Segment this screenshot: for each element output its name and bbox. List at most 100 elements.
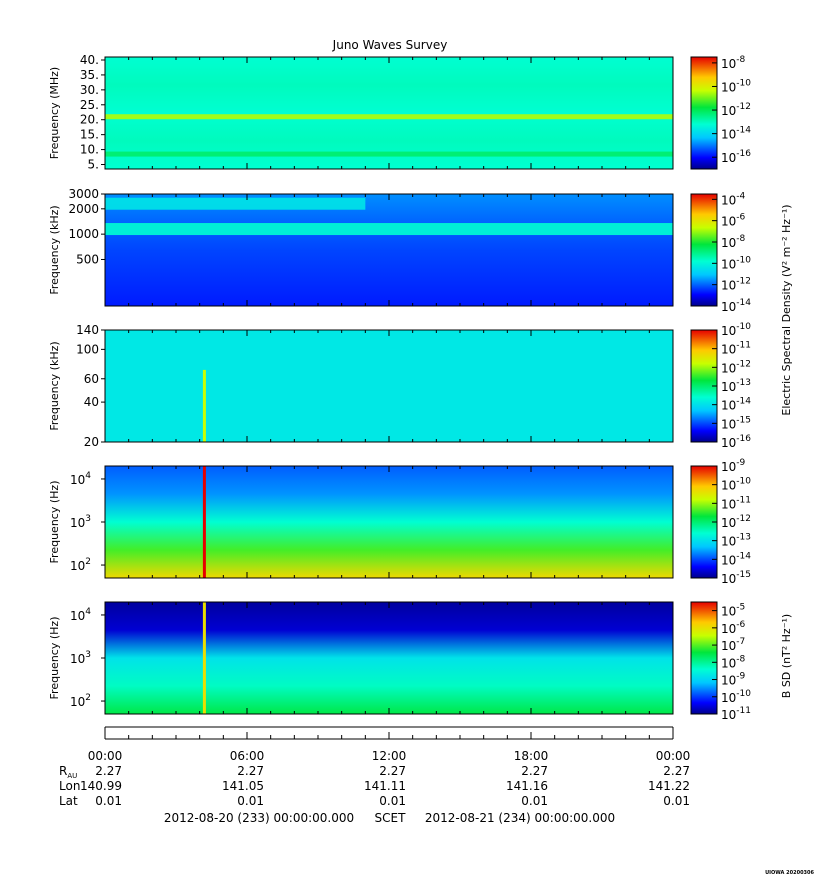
y-tick-label: 100 xyxy=(76,342,99,356)
spectrogram-background xyxy=(105,194,673,306)
ephemeris-value: 141.16 xyxy=(506,779,548,793)
colorbar-tick-label: 10-10 xyxy=(721,689,751,705)
y-axis-label: Frequency (kHz) xyxy=(48,205,61,294)
colorbar-tick-label: 10-14 xyxy=(721,298,751,314)
y-axis-label: Frequency (kHz) xyxy=(48,341,61,430)
y-tick-label: 5. xyxy=(88,158,99,172)
time-axis xyxy=(104,726,674,740)
colorbar-scale xyxy=(690,193,718,307)
colorbars: 10-8 10-10 10-12 10-14 10-16 10-4 10-6 10-8 10-1… xyxy=(690,55,751,722)
colorbar-tick-label: 10-8 xyxy=(721,55,746,71)
credit-stamp: UIOWA 20200306 xyxy=(765,870,814,876)
emission-band xyxy=(105,151,673,157)
panel-3: 20 40 60 100 140 Frequency (kHz) xyxy=(48,323,674,449)
y-tick-label: 3000 xyxy=(68,187,99,201)
spectrogram-panels: 5.10.15.20.25.30.35.40. Frequency (MHz) 50… xyxy=(48,53,674,715)
colorbar-tick-label: 10-12 xyxy=(721,102,751,118)
colorbar-tick-label: 10-11 xyxy=(721,495,751,511)
spectrogram-background xyxy=(105,57,673,169)
colorbar-1: 10-8 10-10 10-12 10-14 10-16 xyxy=(690,55,751,170)
figure-title: Juno Waves Survey xyxy=(332,38,448,52)
impulse-event xyxy=(202,466,206,578)
ephemeris-value: 141.11 xyxy=(364,779,406,793)
magnetic-colorbar-title: B SD (nT² Hz⁻¹) xyxy=(780,614,793,698)
impulse-event xyxy=(202,369,206,442)
colorbar-tick-label: 10-7 xyxy=(721,637,745,653)
panel-5: 102 103 104 Frequency (Hz) xyxy=(48,601,674,715)
time-range-scet: SCET xyxy=(375,811,407,825)
y-tick-label: 40. xyxy=(80,53,99,67)
colorbar-tick-label: 10-10 xyxy=(721,255,751,271)
y-tick-label: 102 xyxy=(70,557,91,573)
ephemeris-value: 0.01 xyxy=(95,794,122,808)
colorbar-tick-label: 10-5 xyxy=(721,603,745,619)
ephemeris-value: 0.01 xyxy=(663,794,690,808)
time-tick-label: 12:00 xyxy=(372,749,407,763)
colorbar-tick-label: 10-10 xyxy=(721,477,751,493)
colorbar-scale xyxy=(690,56,718,170)
colorbar-tick-label: 10-12 xyxy=(721,277,751,293)
electric-colorbar-title: Electric Spectral Density (V² m⁻² Hz⁻¹) xyxy=(780,204,793,415)
impulse-event xyxy=(202,602,206,714)
ephemeris-value: 2.27 xyxy=(379,764,406,778)
colorbar-tick-label: 10-15 xyxy=(721,415,751,431)
colorbar-tick-label: 10-16 xyxy=(721,149,751,165)
y-tick-label: 30. xyxy=(80,83,99,97)
panel-4: 102 103 104 Frequency (Hz) xyxy=(48,465,674,579)
colorbar-tick-label: 10-9 xyxy=(721,672,746,688)
ephemeris-value: 0.01 xyxy=(379,794,406,808)
y-tick-label: 2000 xyxy=(68,202,99,216)
ephemeris-value: 141.22 xyxy=(648,779,690,793)
y-tick-label: 104 xyxy=(70,471,91,487)
colorbar-tick-label: 10-13 xyxy=(721,533,751,549)
ephemeris-value: 2.27 xyxy=(95,764,122,778)
time-range-end: 2012-08-21 (234) 00:00:00.000 xyxy=(425,811,615,825)
y-axis-label: Frequency (MHz) xyxy=(48,67,61,159)
time-range-start: 2012-08-20 (233) 00:00:00.000 xyxy=(164,811,354,825)
ephemeris-row-label: RAU xyxy=(59,764,77,780)
colorbar-tick-label: 10-16 xyxy=(721,434,751,450)
colorbar-tick-label: 10-8 xyxy=(721,234,746,250)
ephemeris-row-label: Lon xyxy=(59,779,80,793)
colorbar-tick-label: 10-13 xyxy=(721,378,751,394)
colorbar-3: 10-10 10-11 10-12 10-13 10-14 10-15 10-16 xyxy=(690,322,751,450)
y-axis-label: Frequency (Hz) xyxy=(48,481,61,564)
colorbar-tick-label: 10-11 xyxy=(721,706,751,722)
colorbar-tick-label: 10-15 xyxy=(721,570,751,586)
y-tick-label: 140 xyxy=(76,323,99,337)
y-tick-label: 10. xyxy=(80,143,99,157)
colorbar-tick-label: 10-4 xyxy=(721,191,746,207)
colorbar-2: 10-4 10-6 10-8 10-10 10-12 10-14 xyxy=(690,191,751,314)
colorbar-tick-label: 10-12 xyxy=(721,514,751,530)
colorbar-tick-label: 10-9 xyxy=(721,458,746,474)
ephemeris-value: 2.27 xyxy=(663,764,690,778)
time-tick-label: 06:00 xyxy=(230,749,265,763)
time-tick-label: 00:00 xyxy=(656,749,691,763)
ephemeris-value: 0.01 xyxy=(237,794,264,808)
colorbar-tick-label: 10-14 xyxy=(721,551,751,567)
colorbar-4: 10-9 10-10 10-11 10-12 10-13 10-14 10-15 xyxy=(690,458,751,586)
colorbar-tick-label: 10-14 xyxy=(721,126,751,142)
colorbar-tick-label: 10-8 xyxy=(721,654,746,670)
colorbar-tick-label: 10-14 xyxy=(721,397,751,413)
y-tick-label: 20. xyxy=(80,113,99,127)
ephemeris-table: 00:00 06:00 12:00 18:00 00:00 RAU 2.27 2.27 2.27… xyxy=(59,749,690,808)
y-tick-label: 20 xyxy=(84,435,99,449)
ephemeris-value: 141.05 xyxy=(222,779,264,793)
y-axis-label: Frequency (Hz) xyxy=(48,617,61,700)
y-tick-label: 103 xyxy=(70,514,91,530)
y-tick-label: 103 xyxy=(70,650,91,666)
spectrogram-background xyxy=(105,330,673,442)
colorbar-tick-label: 10-10 xyxy=(721,78,751,94)
colorbar-tick-label: 10-6 xyxy=(721,213,746,229)
y-tick-label: 102 xyxy=(70,693,91,709)
emission-band xyxy=(105,114,673,120)
ephemeris-value: 140.99 xyxy=(80,779,122,793)
ephemeris-value: 0.01 xyxy=(521,794,548,808)
emission-band xyxy=(105,223,673,236)
y-tick-label: 500 xyxy=(76,252,99,266)
colorbar-tick-label: 10-10 xyxy=(721,322,751,338)
panel-1: 5.10.15.20.25.30.35.40. Frequency (MHz) xyxy=(48,53,674,172)
